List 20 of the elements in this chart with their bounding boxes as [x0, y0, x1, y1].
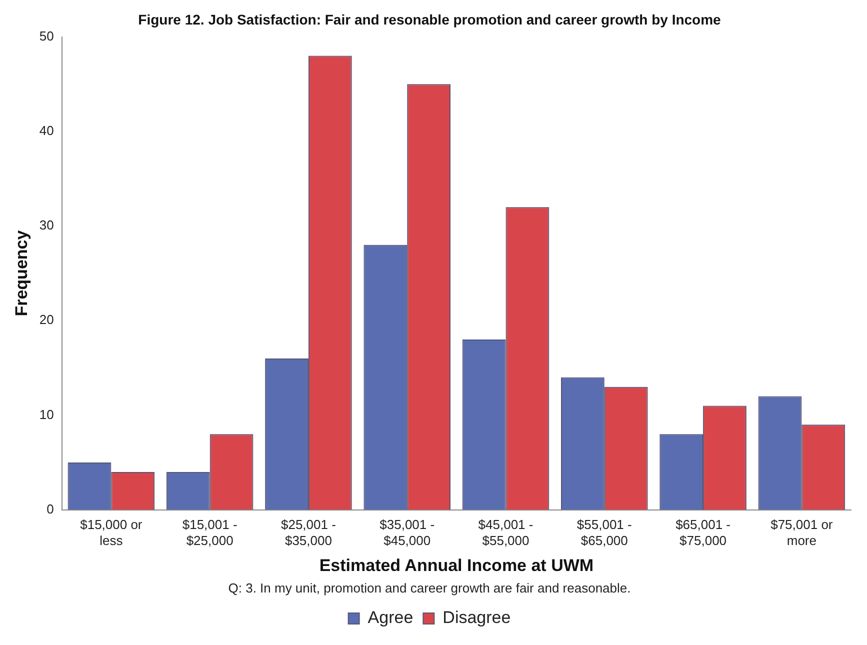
y-tick-label: 50: [39, 28, 54, 44]
x-tick-label: $75,001 or more: [770, 517, 834, 548]
x-tick-label: $15,000 or less: [80, 517, 143, 548]
chart-title: Figure 12. Job Satisfaction: Fair and resonable promotion and career growth by Income: [138, 11, 722, 28]
x-tick-label: $35,001 - $45,000: [380, 517, 435, 548]
x-axis-title: Estimated Annual Income at UWM: [319, 556, 594, 575]
x-tick-label: $25,001 - $35,000: [280, 517, 336, 548]
x-tick-label: $65,001 - $75,000: [676, 517, 731, 548]
legend-label: Agree: [368, 608, 414, 628]
y-tick-label: 10: [39, 406, 54, 422]
y-axis-title: Frequency: [12, 230, 31, 316]
legend-title: Q: 3. In my unit, promotion and career growth are fair and reasonable.: [228, 580, 631, 596]
y-tick-label: 20: [39, 312, 54, 328]
y-tick-label: 40: [39, 122, 54, 138]
x-tick-label: $45,001 - $55,000: [478, 517, 534, 548]
y-tick-label: 0: [46, 501, 54, 516]
y-tick-label: 30: [39, 218, 54, 233]
legend-label: Disagree: [442, 608, 511, 628]
x-tick-label: $55,001 - $65,000: [576, 517, 632, 548]
x-tick-label: $15,001 - $25,000: [182, 517, 238, 548]
